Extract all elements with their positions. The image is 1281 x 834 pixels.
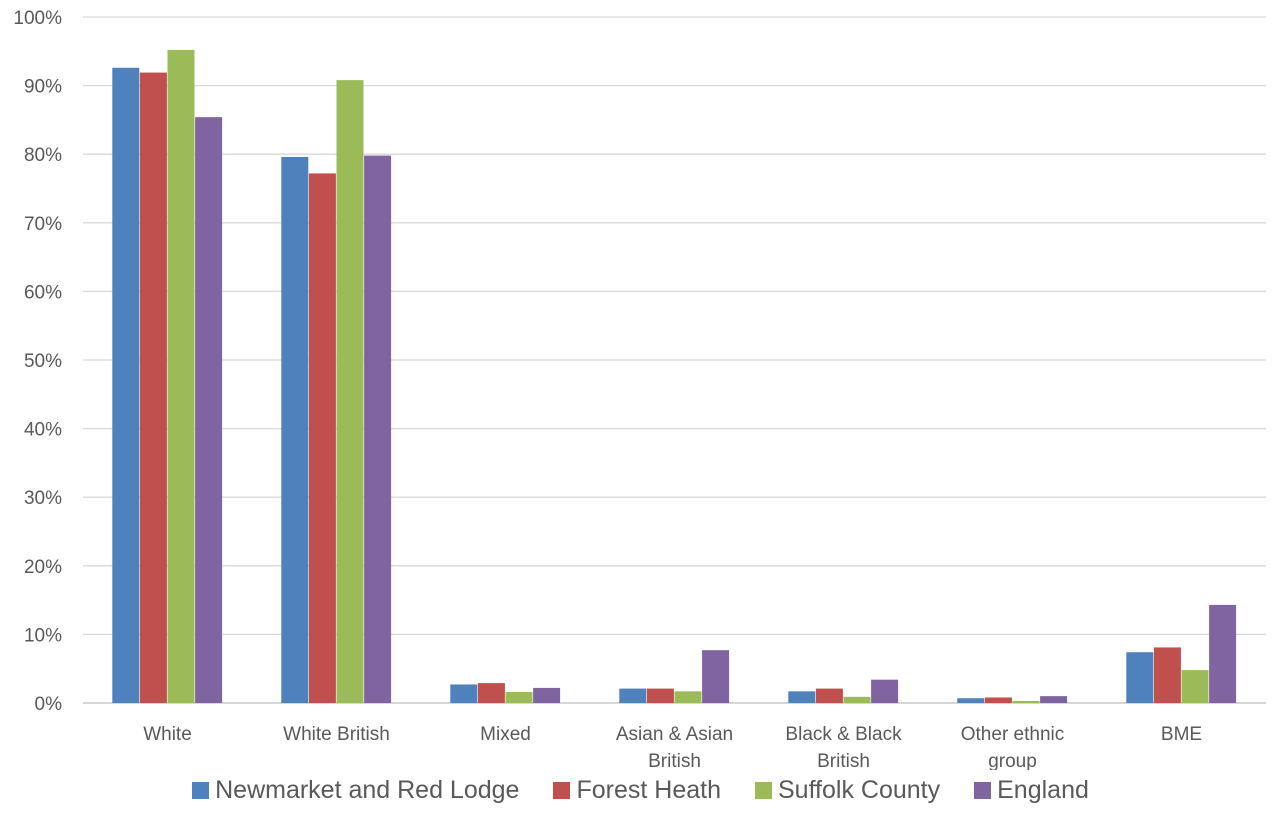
y-tick-label: 0% [35,694,63,715]
y-tick-label: 40% [24,420,62,441]
bar [1012,700,1040,703]
y-tick-label: 10% [24,625,62,646]
bar [450,684,478,703]
bar [308,173,336,703]
bar [957,698,985,703]
bar [843,696,871,703]
legend-label-forest-heath: Forest Heath [576,776,721,804]
legend: Newmarket and Red Lodge Forest Heath Suf… [0,776,1281,805]
y-tick-label: 20% [24,557,62,578]
bar [1126,652,1154,703]
legend-swatch-suffolk [754,782,772,799]
bar [364,155,392,703]
bar [167,49,195,704]
x-tick-label: group [988,751,1037,770]
x-tick-label: Other ethnic [961,724,1065,745]
y-tick-label: 30% [24,488,62,509]
bar [702,650,730,703]
bar [281,156,309,704]
bar-chart: 0% 10% 20% 30% 40% 50% 60% 70% 80% 90% 100% White Wh… [13,8,1266,772]
legend-swatch-england [974,782,992,799]
legend-swatch-forest-heath [553,782,571,799]
y-tick-label: 80% [24,145,62,166]
bar [646,688,674,703]
legend-label-newmarket: Newmarket and Red Lodge [215,776,520,804]
bar [336,80,364,703]
x-tick-label: White [143,724,192,745]
y-tick-label: 50% [24,351,62,372]
legend-item-england: England [974,776,1089,805]
bar [195,117,223,703]
x-tick-label: British [648,751,701,770]
legend-item-suffolk: Suffolk County [754,776,941,805]
bar [139,72,167,704]
bar [112,67,140,704]
x-tick-label: Asian & Asian [616,724,733,745]
bar [871,679,899,703]
legend-item-newmarket: Newmarket and Red Lodge [192,776,519,805]
bar [1040,696,1068,703]
legend-label-england: England [997,776,1089,804]
bar [619,688,647,703]
y-tick-label: 70% [24,214,62,235]
legend-swatch-newmarket [192,782,210,799]
bar [477,683,505,703]
legend-item-forest-heath: Forest Heath [553,776,721,805]
bar [788,691,816,703]
bar [1209,604,1237,703]
y-tick-label: 90% [24,77,62,98]
bar [1181,670,1209,703]
legend-label-suffolk: Suffolk County [777,776,941,804]
bar [984,697,1012,703]
x-tick-label: Black & Black [785,724,902,745]
bar [533,687,561,703]
x-tick-label: BME [1161,724,1202,745]
bar [1153,647,1181,703]
bar [815,688,843,703]
x-tick-label: White British [283,724,390,745]
x-tick-label: British [817,751,870,770]
y-tick-label: 60% [24,282,62,303]
bar [674,691,702,703]
x-tick-label: Mixed [480,724,531,745]
y-tick-label: 100% [13,8,62,29]
bar [505,692,533,703]
